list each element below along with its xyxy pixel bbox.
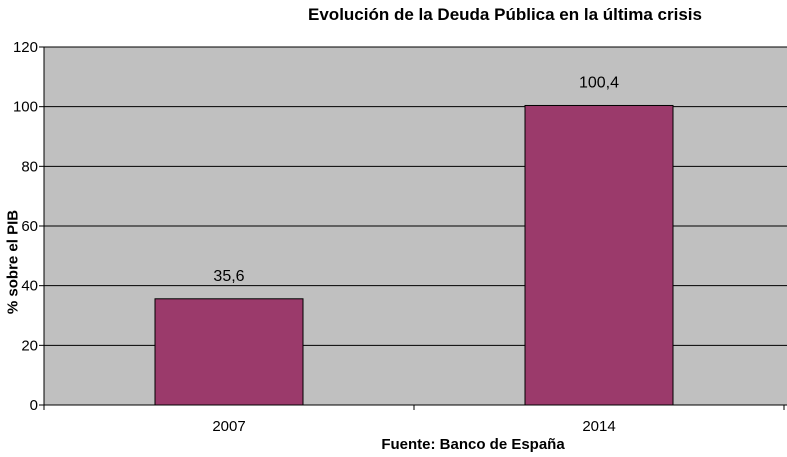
labels: 0 20 40 60 80 100 120 35,6 2007 100,4 2014 (13, 39, 619, 435)
y-tick-label-80: 80 (21, 158, 38, 175)
bar-2007 (154, 298, 304, 406)
y-tick-label-20: 20 (21, 337, 38, 354)
x-axis-label: Fuente: Banco de España (381, 436, 565, 453)
data-label-2014: 100,4 (579, 74, 619, 91)
y-tick-label-60: 60 (21, 218, 38, 235)
data-label-2007: 35,6 (213, 268, 244, 285)
y-tick-label-100: 100 (13, 99, 38, 116)
y-tick-label-40: 40 (21, 278, 38, 295)
y-tick-label-0: 0 (30, 397, 38, 414)
y-tick-label-120: 120 (13, 39, 38, 56)
chart-title: Evolución de la Deuda Pública en la últi… (308, 5, 702, 24)
bars (154, 104, 674, 406)
x-tick-label-2007: 2007 (212, 418, 245, 435)
bar-2014 (524, 104, 674, 406)
x-tick-label-2014: 2014 (582, 418, 615, 435)
y-axis-label: % sobre el PIB (4, 209, 22, 315)
